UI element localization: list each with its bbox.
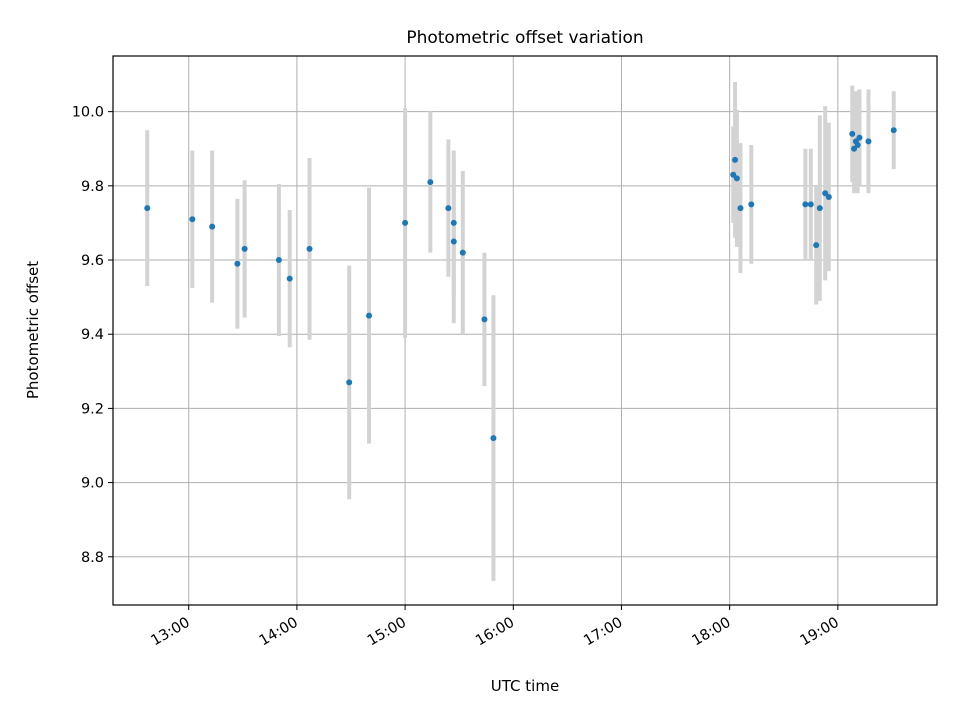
x-axis-label: UTC time — [491, 677, 559, 695]
y-tick-label: 9.8 — [81, 179, 104, 195]
y-tick-label: 10.0 — [72, 105, 104, 121]
data-point — [825, 193, 832, 200]
data-point — [851, 145, 858, 152]
data-point — [490, 435, 497, 442]
plot-frame — [112, 55, 938, 606]
data-point — [445, 205, 452, 212]
data-point — [807, 201, 814, 208]
data-point — [189, 216, 196, 223]
data-point — [748, 201, 755, 208]
grid — [113, 56, 937, 605]
data-point — [854, 142, 861, 149]
y-tick-label: 8.8 — [81, 550, 104, 566]
y-tick-label: 9.0 — [81, 476, 104, 492]
data-points — [144, 127, 897, 442]
data-point — [890, 127, 897, 134]
data-point — [306, 245, 313, 252]
data-point — [822, 190, 829, 197]
data-point — [856, 134, 863, 141]
data-point — [481, 316, 488, 323]
data-point — [732, 156, 739, 163]
data-point — [865, 138, 872, 145]
data-point — [366, 312, 373, 319]
data-point — [450, 238, 457, 245]
data-point — [730, 171, 737, 178]
data-point — [733, 175, 740, 182]
data-point — [813, 242, 820, 249]
y-axis-label: Photometric offset — [24, 261, 42, 399]
chart-title: Photometric offset variation — [406, 28, 643, 48]
data-point — [459, 249, 466, 256]
data-point — [275, 257, 282, 264]
data-point — [234, 260, 241, 267]
data-point — [450, 219, 457, 226]
data-point — [241, 245, 248, 252]
data-point — [737, 205, 744, 212]
data-point — [816, 205, 823, 212]
data-point — [427, 179, 434, 186]
y-tick-label: 9.6 — [81, 253, 104, 269]
data-point — [802, 201, 809, 208]
data-point — [849, 130, 856, 137]
data-point — [346, 379, 353, 386]
data-point — [144, 205, 151, 212]
data-point — [402, 219, 409, 226]
y-tick-label: 9.4 — [81, 327, 104, 343]
data-point — [286, 275, 293, 282]
y-tick-label: 9.2 — [81, 401, 104, 417]
data-point — [209, 223, 216, 230]
